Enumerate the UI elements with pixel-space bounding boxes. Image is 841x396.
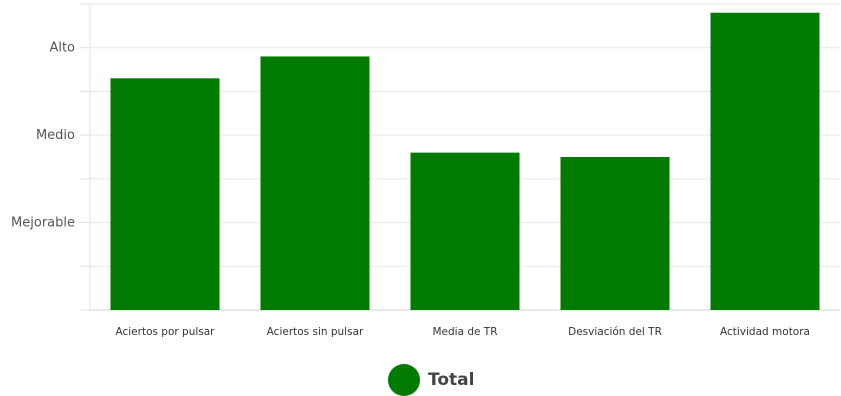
legend-swatch (388, 364, 420, 396)
y-tick-label: Medio (36, 128, 75, 143)
bar[interactable] (410, 152, 520, 310)
legend-label: Total (428, 370, 475, 390)
x-tick-label: Actividad motora (720, 326, 810, 338)
bar[interactable] (560, 157, 670, 310)
x-tick-label: Media de TR (432, 326, 497, 338)
y-tick-label: Mejorable (11, 216, 75, 231)
y-axis-ticks: Mejorable Medio Alto (11, 41, 75, 231)
bar[interactable] (710, 12, 820, 310)
x-tick-label: Desviación del TR (568, 326, 662, 338)
x-tick-label: Aciertos sin pulsar (267, 326, 364, 338)
x-tick-label: Aciertos por pulsar (115, 326, 215, 338)
x-axis-labels: Aciertos por pulsar Aciertos sin pulsar Me… (115, 326, 810, 338)
y-tick-label: Alto (49, 41, 75, 56)
bars (110, 12, 820, 311)
legend[interactable]: Total (388, 364, 474, 396)
bar[interactable] (110, 78, 220, 310)
bar[interactable] (260, 56, 370, 311)
